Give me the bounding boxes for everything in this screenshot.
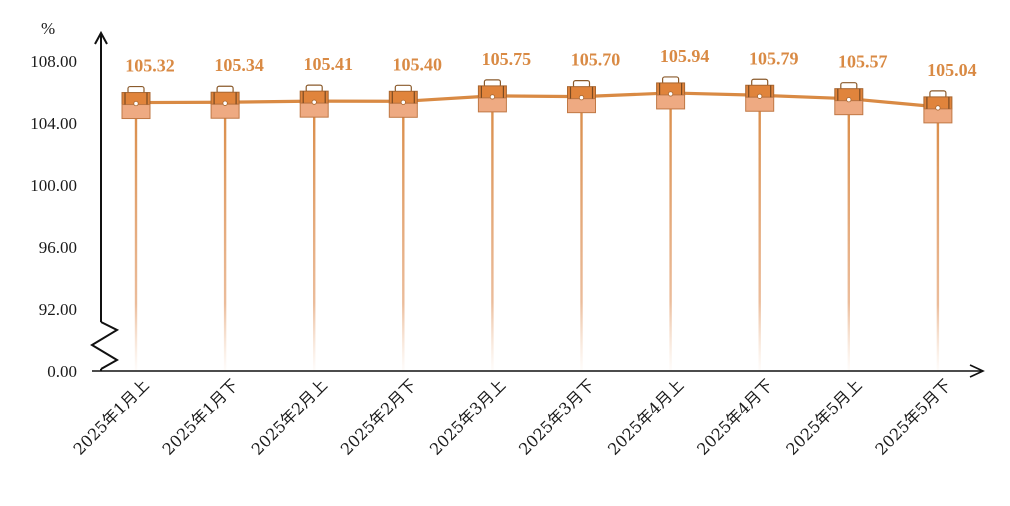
- x-axis: [92, 364, 985, 378]
- y-axis-arrow: [94, 30, 108, 45]
- x-tick-label: 2025年1月下: [159, 375, 242, 458]
- data-labels: 105.32 105.34 105.41 105.40 105.75 105.70 105.…: [125, 46, 976, 80]
- drop-line: [313, 101, 316, 372]
- drop-line: [758, 95, 761, 371]
- series-line-path: [135, 91, 939, 109]
- x-axis-arrow: [969, 364, 985, 378]
- drop-line: [847, 98, 850, 371]
- briefcase-icon: [299, 84, 329, 118]
- data-label: 105.79: [749, 48, 799, 68]
- data-label: 105.32: [125, 56, 175, 76]
- y-tick-label: 0.00: [47, 362, 77, 381]
- axis-break-zigzag: [90, 321, 120, 370]
- y-axis-unit-label: %: [41, 19, 55, 38]
- drop-line: [936, 106, 940, 371]
- drop-line: [669, 92, 672, 372]
- x-tick-label: 2025年3月上: [426, 375, 509, 458]
- y-tick-label: 96.00: [39, 238, 77, 257]
- x-tick-label: 2025年2月下: [337, 375, 420, 458]
- briefcase-icon: [477, 79, 507, 113]
- y-tick-label: 100.00: [30, 176, 77, 195]
- y-tick-label: 104.00: [30, 114, 77, 133]
- y-axis: [90, 30, 120, 371]
- x-tick-label: 2025年2月上: [248, 375, 331, 458]
- series-line: [135, 91, 939, 109]
- briefcase-icon: [656, 76, 686, 110]
- briefcase-icon: [210, 85, 240, 119]
- data-label: 105.75: [482, 49, 532, 69]
- briefcase-icon: [567, 80, 596, 114]
- briefcase-icon: [923, 90, 953, 124]
- y-tick-label: 108.00: [30, 52, 77, 71]
- data-label: 105.70: [571, 50, 621, 70]
- data-label: 105.34: [214, 55, 264, 75]
- x-tick-label: 2025年1月上: [69, 375, 152, 458]
- drop-line: [402, 101, 405, 372]
- drop-line: [223, 102, 227, 371]
- drop-line: [491, 95, 494, 371]
- briefcase-icon: [745, 78, 775, 112]
- x-tick-label: 2025年4月下: [693, 375, 776, 458]
- x-axis-labels: 2025年1月上 2025年1月下 2025年2月上 2025年2月下 2025年3月上…: [69, 375, 954, 458]
- y-axis-ticks: 0.00 92.00 96.00 100.00 104.00 108.00: [30, 52, 77, 381]
- x-tick-label: 2025年5月下: [871, 375, 954, 458]
- drop-line: [134, 102, 138, 371]
- data-label: 105.57: [838, 52, 888, 72]
- data-label: 105.40: [393, 54, 443, 74]
- data-label: 105.04: [927, 60, 977, 80]
- briefcase-icon: [121, 85, 151, 120]
- data-label: 105.94: [660, 46, 710, 66]
- data-label: 105.41: [303, 54, 353, 74]
- x-tick-label: 2025年4月上: [604, 375, 687, 458]
- briefcase-icon: [834, 82, 864, 116]
- x-tick-label: 2025年5月上: [782, 375, 865, 458]
- y-tick-label: 92.00: [39, 300, 77, 319]
- drop-lines: [134, 92, 940, 372]
- x-tick-label: 2025年3月下: [515, 375, 598, 458]
- markers: [121, 76, 953, 124]
- drop-line: [580, 96, 583, 372]
- briefcase-icon: [388, 84, 418, 118]
